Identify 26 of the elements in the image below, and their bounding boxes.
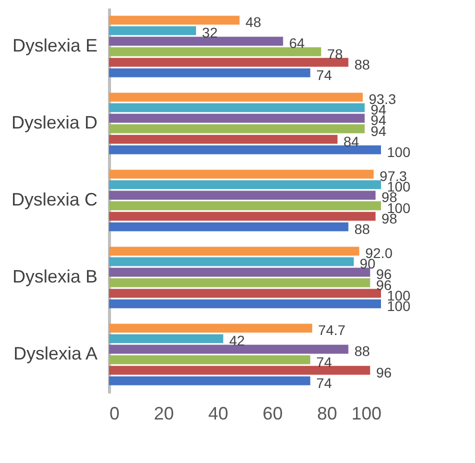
- data-label: 74: [316, 66, 332, 83]
- data-label: 74.7: [318, 322, 346, 338]
- x-tick-label: 40: [208, 404, 228, 424]
- data-label: 88: [354, 56, 370, 72]
- data-label: 64: [289, 35, 305, 52]
- x-tick-label: 100: [351, 404, 382, 424]
- data-label: 32: [202, 24, 218, 41]
- y-tick-label: Dyslexia A: [13, 344, 98, 364]
- data-label: 48: [246, 14, 262, 30]
- data-label: 88: [354, 343, 370, 360]
- data-label: 84: [343, 133, 360, 150]
- data-label: 78: [327, 46, 343, 62]
- y-tick-label: Dyslexia C: [11, 190, 98, 210]
- y-tick-label: Dyslexia B: [12, 266, 98, 286]
- data-label: 74: [316, 354, 332, 370]
- y-tick-label: Dyslexia D: [11, 112, 98, 132]
- data-label: 74: [316, 374, 332, 391]
- x-tick-label: 0: [110, 404, 120, 424]
- data-label: 42: [229, 332, 246, 349]
- x-tick-label: 20: [154, 404, 174, 424]
- x-tick-label: 60: [262, 404, 283, 424]
- data-label: 88: [354, 220, 370, 237]
- data-label: 96: [376, 364, 392, 380]
- y-tick-label: Dyslexia E: [12, 36, 98, 56]
- x-tick-label: 80: [317, 404, 338, 424]
- data-label: 100: [387, 144, 411, 160]
